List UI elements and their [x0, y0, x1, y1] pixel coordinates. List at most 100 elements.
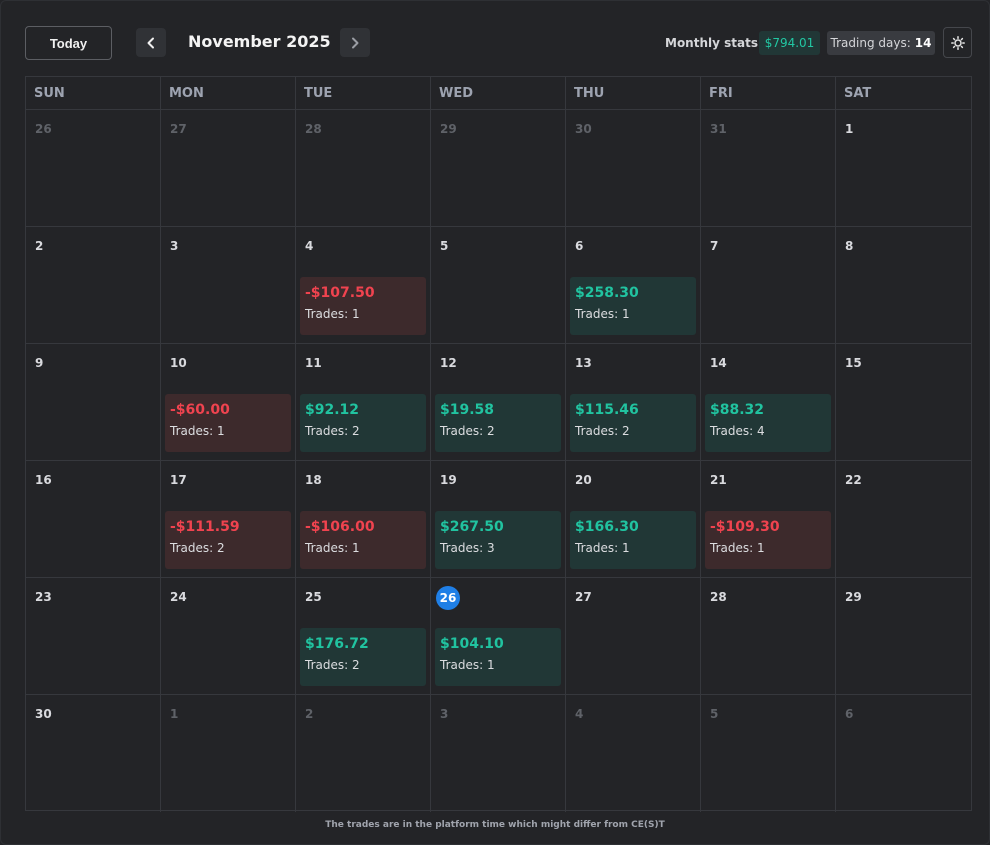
day-cell[interactable]: 30: [26, 695, 161, 812]
day-cell[interactable]: 13 $115.46 Trades: 2: [566, 344, 701, 461]
previous-month-button[interactable]: [136, 28, 166, 57]
day-cell[interactable]: 2: [296, 695, 431, 812]
day-number: 28: [710, 590, 727, 604]
trade-summary-card[interactable]: -$109.30 Trades: 1: [705, 511, 831, 569]
trade-summary-card[interactable]: $88.32 Trades: 4: [705, 394, 831, 452]
daily-pnl: -$109.30: [710, 519, 780, 535]
trade-summary-card[interactable]: $19.58 Trades: 2: [435, 394, 561, 452]
weekday-header: MON: [161, 77, 296, 109]
day-cell[interactable]: 24: [161, 578, 296, 695]
day-cell[interactable]: 25 $176.72 Trades: 2: [296, 578, 431, 695]
day-cell[interactable]: 26 $104.10 Trades: 1: [431, 578, 566, 695]
daily-pnl: $267.50: [440, 519, 504, 535]
monthly-stats-label: Monthly stats:: [665, 36, 763, 50]
day-number: 28: [305, 122, 322, 136]
trade-summary-card[interactable]: $166.30 Trades: 1: [570, 511, 696, 569]
day-number: 6: [845, 707, 854, 721]
day-number: 19: [440, 473, 457, 487]
day-cell[interactable]: 7: [701, 227, 836, 344]
day-cell[interactable]: 16: [26, 461, 161, 578]
calendar-weeks: 26 27 28 29 30 31 1 2 3 4 -$107.50 Trades: 1 5 6 $258.…: [26, 110, 971, 812]
day-number: 8: [845, 239, 854, 253]
day-cell[interactable]: 14 $88.32 Trades: 4: [701, 344, 836, 461]
day-cell[interactable]: 30: [566, 110, 701, 227]
day-cell[interactable]: 1: [161, 695, 296, 812]
day-number: 5: [710, 707, 719, 721]
day-cell[interactable]: 21 -$109.30 Trades: 1: [701, 461, 836, 578]
daily-pnl: $115.46: [575, 402, 639, 418]
chevron-left-icon: [147, 37, 154, 48]
calendar-grid: SUN MON TUE WED THU FRI SAT 26 27 28 29 30 31 1 2 3 4 -$…: [25, 76, 972, 812]
weekday-header: TUE: [296, 77, 431, 109]
today-button[interactable]: Today: [25, 26, 112, 60]
sun-gear-icon: [950, 35, 965, 50]
day-cell[interactable]: 5: [701, 695, 836, 812]
day-number: 29: [440, 122, 457, 136]
day-cell[interactable]: 3: [161, 227, 296, 344]
day-number: 26: [35, 122, 52, 136]
settings-button[interactable]: [943, 27, 972, 58]
day-cell[interactable]: 28: [296, 110, 431, 227]
day-cell[interactable]: 31: [701, 110, 836, 227]
day-cell[interactable]: 10 -$60.00 Trades: 1: [161, 344, 296, 461]
trade-count: Trades: 4: [710, 424, 765, 438]
day-number: 30: [575, 122, 592, 136]
weekday-header: WED: [431, 77, 566, 109]
day-cell[interactable]: 6 $258.30 Trades: 1: [566, 227, 701, 344]
day-number: 30: [35, 707, 52, 721]
day-cell[interactable]: 1: [836, 110, 971, 227]
weekday-header: SUN: [26, 77, 161, 109]
monthly-stats-value: $794.01: [759, 31, 820, 55]
daily-pnl: $166.30: [575, 519, 639, 535]
trade-summary-card[interactable]: $104.10 Trades: 1: [435, 628, 561, 686]
trade-summary-card[interactable]: -$60.00 Trades: 1: [165, 394, 291, 452]
day-cell[interactable]: 5: [431, 227, 566, 344]
day-cell[interactable]: 19 $267.50 Trades: 3: [431, 461, 566, 578]
day-number: 11: [305, 356, 322, 370]
day-cell[interactable]: 28: [701, 578, 836, 695]
chevron-right-icon: [352, 37, 359, 48]
day-number: 2: [305, 707, 314, 721]
day-cell[interactable]: 27: [566, 578, 701, 695]
day-cell[interactable]: 8: [836, 227, 971, 344]
day-cell[interactable]: 15: [836, 344, 971, 461]
day-cell[interactable]: 4: [566, 695, 701, 812]
day-cell[interactable]: 4 -$107.50 Trades: 1: [296, 227, 431, 344]
day-cell[interactable]: 23: [26, 578, 161, 695]
trade-summary-card[interactable]: $267.50 Trades: 3: [435, 511, 561, 569]
trade-summary-card[interactable]: -$107.50 Trades: 1: [300, 277, 426, 335]
day-cell[interactable]: 22: [836, 461, 971, 578]
day-cell[interactable]: 9: [26, 344, 161, 461]
trade-summary-card[interactable]: $92.12 Trades: 2: [300, 394, 426, 452]
weekday-header-row: SUN MON TUE WED THU FRI SAT: [26, 77, 971, 110]
day-number: 10: [170, 356, 187, 370]
trade-summary-card[interactable]: -$106.00 Trades: 1: [300, 511, 426, 569]
day-cell[interactable]: 3: [431, 695, 566, 812]
day-cell[interactable]: 12 $19.58 Trades: 2: [431, 344, 566, 461]
day-number: 12: [440, 356, 457, 370]
daily-pnl: $92.12: [305, 402, 360, 418]
day-cell[interactable]: 6: [836, 695, 971, 812]
day-cell[interactable]: 29: [431, 110, 566, 227]
day-cell[interactable]: 11 $92.12 Trades: 2: [296, 344, 431, 461]
day-cell[interactable]: 17 -$111.59 Trades: 2: [161, 461, 296, 578]
day-number: 20: [575, 473, 592, 487]
trade-summary-card[interactable]: $258.30 Trades: 1: [570, 277, 696, 335]
day-number: 9: [35, 356, 44, 370]
trade-summary-card[interactable]: $176.72 Trades: 2: [300, 628, 426, 686]
weekday-header: FRI: [701, 77, 836, 109]
next-month-button[interactable]: [340, 28, 370, 57]
day-cell[interactable]: 18 -$106.00 Trades: 1: [296, 461, 431, 578]
trade-count: Trades: 2: [305, 658, 360, 672]
day-cell[interactable]: 2: [26, 227, 161, 344]
weekday-header: THU: [566, 77, 701, 109]
day-cell[interactable]: 29: [836, 578, 971, 695]
trading-days-value: 14: [914, 36, 932, 50]
trade-summary-card[interactable]: -$111.59 Trades: 2: [165, 511, 291, 569]
day-cell[interactable]: 27: [161, 110, 296, 227]
trade-summary-card[interactable]: $115.46 Trades: 2: [570, 394, 696, 452]
day-cell[interactable]: 26: [26, 110, 161, 227]
trade-count: Trades: 1: [710, 541, 765, 555]
day-number: 24: [170, 590, 187, 604]
day-cell[interactable]: 20 $166.30 Trades: 1: [566, 461, 701, 578]
